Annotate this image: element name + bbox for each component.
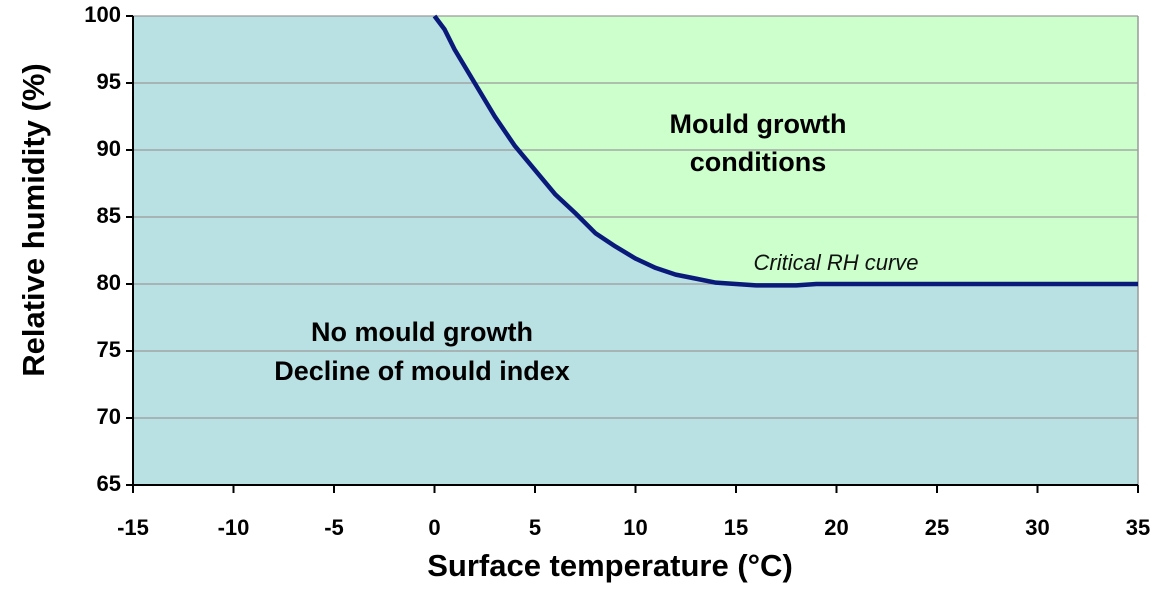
annotation: Decline of mould index xyxy=(274,356,570,386)
x-tick-label: -10 xyxy=(218,515,250,540)
x-tick-label: 30 xyxy=(1025,515,1049,540)
x-tick-label: 35 xyxy=(1126,515,1150,540)
annotation: Mould growth xyxy=(670,109,847,139)
y-tick-label: 100 xyxy=(84,2,121,27)
y-tick-label: 90 xyxy=(97,136,121,161)
y-tick-label: 85 xyxy=(97,203,121,228)
y-tick-label: 80 xyxy=(97,270,121,295)
annotation: conditions xyxy=(690,147,827,177)
y-tick-label: 95 xyxy=(97,69,121,94)
critical-curve xyxy=(432,14,1138,288)
x-tick-label: 15 xyxy=(724,515,748,540)
x-tick-label: -5 xyxy=(324,515,344,540)
x-axis-title: Surface temperature (°C) xyxy=(427,548,793,583)
x-tick-label: 20 xyxy=(824,515,848,540)
curve-label: Critical RH curve xyxy=(753,250,918,275)
x-tick-label: 0 xyxy=(428,515,440,540)
annotation: No mould growth xyxy=(311,317,533,347)
x-tick-label: -15 xyxy=(117,515,149,540)
x-tick-label: 25 xyxy=(925,515,949,540)
y-tick-label: 70 xyxy=(97,404,121,429)
y-axis-title: Relative humidity (%) xyxy=(16,63,51,377)
y-tick-label: 65 xyxy=(97,471,121,496)
x-tick-label: 10 xyxy=(623,515,647,540)
y-tick-label: 75 xyxy=(97,337,121,362)
x-tick-label: 5 xyxy=(529,515,541,540)
